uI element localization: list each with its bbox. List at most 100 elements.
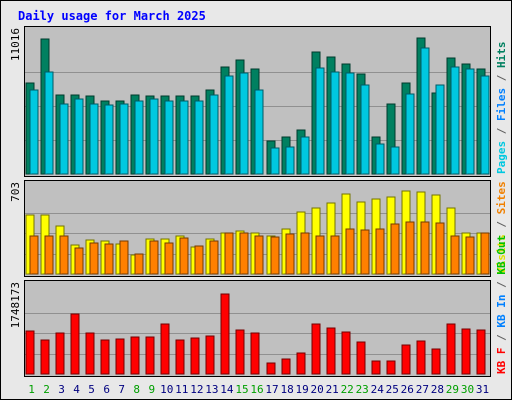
day-label-1: 1 xyxy=(28,383,35,396)
bar-kbytes-kb-f-day-6 xyxy=(100,339,110,375)
day-label-3: 3 xyxy=(58,383,65,396)
bar-hits-pages-day-26 xyxy=(405,93,415,175)
bar-hits-pages-day-15 xyxy=(239,72,249,175)
panel-hits-legend: Pages / Files / Hits xyxy=(495,42,508,175)
day-label-11: 11 xyxy=(175,383,188,396)
day-label-26: 26 xyxy=(401,383,414,396)
bar-visits-sites-day-14 xyxy=(224,232,234,275)
bar-visits-sites-day-6 xyxy=(104,243,114,275)
bar-hits-pages-day-24 xyxy=(375,143,385,175)
day-label-4: 4 xyxy=(73,383,80,396)
bar-kbytes-kb-f-day-19 xyxy=(296,352,306,375)
day-label-20: 20 xyxy=(310,383,323,396)
bar-hits-pages-day-31 xyxy=(480,75,490,175)
bar-kbytes-kb-f-day-25 xyxy=(386,360,396,375)
bar-kbytes-kb-f-day-11 xyxy=(175,339,185,375)
legend-part: Hits xyxy=(495,42,508,69)
bar-kbytes-kb-f-day-9 xyxy=(145,336,155,375)
day-label-13: 13 xyxy=(205,383,218,396)
legend-part: Files xyxy=(495,88,508,121)
day-label-5: 5 xyxy=(88,383,95,396)
bar-kbytes-kb-f-day-27 xyxy=(416,340,426,375)
bar-hits-pages-day-17 xyxy=(270,147,280,175)
panel-hits-max-label: 11016 xyxy=(9,28,22,61)
legend-part: KB F xyxy=(495,348,508,375)
day-label-14: 14 xyxy=(220,383,234,396)
bar-hits-pages-day-6 xyxy=(104,104,114,175)
bar-visits-sites-day-18 xyxy=(285,233,295,275)
bar-kbytes-kb-f-day-22 xyxy=(341,331,351,375)
bar-visits-sites-day-21 xyxy=(330,235,340,275)
bar-hits-pages-day-8 xyxy=(134,100,144,175)
day-label-19: 19 xyxy=(295,383,308,396)
bar-kbytes-kb-f-day-24 xyxy=(371,360,381,375)
bar-hits-pages-day-12 xyxy=(194,100,204,175)
bar-visits-sites-day-25 xyxy=(390,223,400,275)
legend-part: Sites xyxy=(495,181,508,214)
day-label-18: 18 xyxy=(280,383,293,396)
bar-visits-sites-day-28 xyxy=(435,222,445,275)
bar-hits-pages-day-18 xyxy=(285,146,295,175)
day-label-6: 6 xyxy=(103,383,110,396)
bar-visits-sites-day-2 xyxy=(44,235,54,275)
day-label-30: 30 xyxy=(461,383,474,396)
panel-kbytes-legend: KB F / KB In / KB Out xyxy=(495,235,508,374)
day-label-15: 15 xyxy=(235,383,248,396)
day-label-24: 24 xyxy=(371,383,385,396)
bar-hits-pages-day-22 xyxy=(345,72,355,175)
panel-visits-legend: Visits / Sites xyxy=(495,181,508,274)
day-label-29: 29 xyxy=(446,383,459,396)
bar-hits-pages-day-29 xyxy=(450,66,460,175)
bar-kbytes-kb-f-day-18 xyxy=(281,358,291,375)
bar-hits-pages-day-11 xyxy=(179,100,189,175)
panel-hits: 11016 Pages / Files / Hits xyxy=(9,26,508,177)
bar-visits-sites-day-22 xyxy=(345,228,355,275)
bar-kbytes-kb-f-day-31 xyxy=(476,329,486,375)
bar-kbytes-kb-f-day-4 xyxy=(70,313,80,375)
bar-kbytes-kb-f-day-3 xyxy=(55,332,65,375)
bar-kbytes-kb-f-day-23 xyxy=(356,341,366,375)
bar-kbytes-kb-f-day-20 xyxy=(311,323,321,375)
bar-hits-pages-day-30 xyxy=(465,68,475,175)
bar-hits-pages-day-3 xyxy=(59,103,69,175)
bar-kbytes-kb-f-day-8 xyxy=(130,336,140,375)
legend-part: Pages xyxy=(495,141,508,174)
bar-hits-pages-day-2 xyxy=(44,71,54,175)
bar-visits-sites-day-9 xyxy=(149,240,159,275)
bar-visits-sites-day-12 xyxy=(194,245,204,275)
bar-visits-sites-day-30 xyxy=(465,236,475,275)
panel-kbytes: 1748173 KB F / KB In / KB Out xyxy=(9,235,508,377)
bar-kbytes-kb-f-day-17 xyxy=(266,362,276,375)
bar-hits-pages-day-16 xyxy=(254,89,264,175)
bar-hits-pages-day-1 xyxy=(29,89,39,175)
day-label-28: 28 xyxy=(431,383,444,396)
bar-visits-sites-day-24 xyxy=(375,228,385,275)
bar-visits-sites-day-23 xyxy=(360,229,370,275)
bar-kbytes-kb-f-day-15 xyxy=(235,329,245,375)
day-label-27: 27 xyxy=(416,383,429,396)
legend-part: / xyxy=(495,121,508,141)
bar-kbytes-kb-f-day-5 xyxy=(85,332,95,375)
day-label-10: 10 xyxy=(160,383,173,396)
bar-visits-sites-day-7 xyxy=(119,240,129,275)
day-label-25: 25 xyxy=(386,383,399,396)
legend-part: Visits xyxy=(495,234,508,274)
bar-visits-sites-day-29 xyxy=(450,235,460,275)
bar-visits-sites-day-20 xyxy=(315,235,325,275)
bar-hits-pages-day-5 xyxy=(89,103,99,175)
day-label-8: 8 xyxy=(133,383,140,396)
bar-visits-sites-day-11 xyxy=(179,237,189,275)
bar-hits-pages-day-28 xyxy=(435,84,445,175)
day-label-21: 21 xyxy=(326,383,339,396)
day-label-9: 9 xyxy=(148,383,155,396)
day-label-2: 2 xyxy=(43,383,50,396)
day-label-31: 31 xyxy=(476,383,489,396)
bar-kbytes-kb-f-day-26 xyxy=(401,344,411,375)
bar-hits-pages-day-19 xyxy=(300,136,310,175)
bar-kbytes-kb-f-day-7 xyxy=(115,338,125,375)
bar-visits-sites-day-8 xyxy=(134,253,144,275)
legend-part: / xyxy=(495,214,508,234)
bar-visits-sites-day-31 xyxy=(480,232,490,275)
